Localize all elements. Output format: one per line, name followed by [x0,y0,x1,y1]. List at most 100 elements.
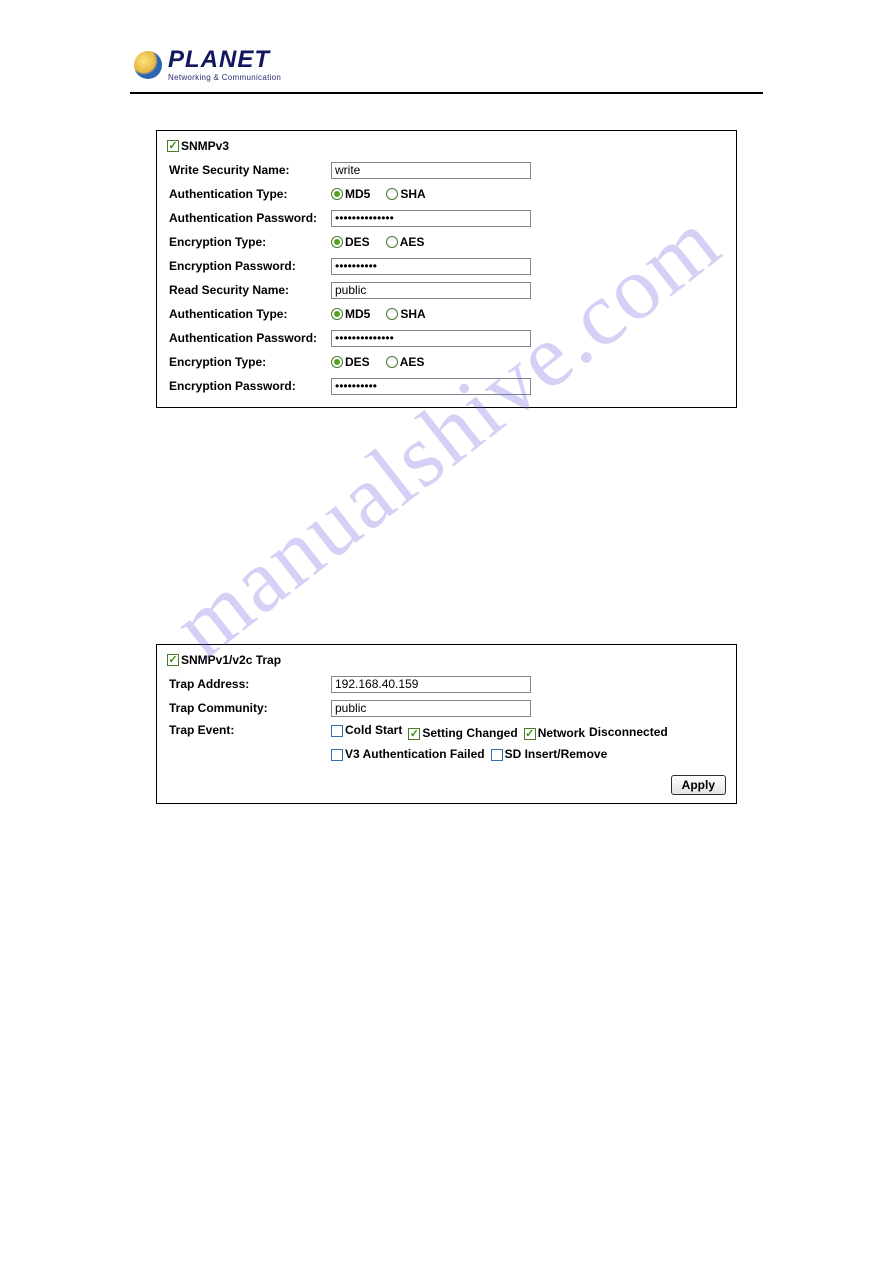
planet-logo-icon [134,51,162,79]
snmpv3-row: Encryption Type: DES AES [167,231,726,253]
trap-event-item[interactable]: Setting Changed [408,724,517,743]
field-control [331,378,726,395]
radio-option[interactable]: SHA [386,187,425,201]
radio-icon [331,188,343,200]
radio-label: SHA [400,307,425,321]
field-control [331,162,726,179]
trap-address-row: Trap Address: [167,673,726,695]
password-input[interactable] [331,210,531,227]
field-label: Authentication Password: [167,331,331,345]
snmpv3-header: SNMPv3 [167,139,726,153]
radio-icon [331,308,343,320]
field-label: Read Security Name: [167,283,331,297]
radio-label: AES [400,355,425,369]
checkbox-icon [491,749,503,761]
snmpv3-row: Authentication Type: MD5 SHA [167,303,726,325]
radio-icon [386,188,398,200]
trap-event-item[interactable]: Cold Start [331,721,402,740]
field-control [331,330,726,347]
radio-icon [386,356,398,368]
checkbox-label: Cold Start [345,721,402,740]
brand-tagline: Networking & Communication [168,74,281,82]
checkbox-icon [524,728,536,740]
checkbox-label: SD Insert/Remove [505,745,608,764]
radio-option[interactable]: DES [331,355,370,369]
field-label: Encryption Password: [167,259,331,273]
field-control: MD5 SHA [331,187,726,201]
checkbox-label: V3 Authentication Failed [345,745,485,764]
trap-address-input[interactable] [331,676,531,693]
text-input[interactable] [331,162,531,179]
field-control: DES AES [331,355,726,369]
checkbox-icon [331,725,343,737]
radio-label: DES [345,355,370,369]
radio-icon [386,308,398,320]
snmpv3-row: Encryption Password: [167,375,726,397]
trap-community-input[interactable] [331,700,531,717]
password-input[interactable] [331,258,531,275]
trap-community-row: Trap Community: [167,697,726,719]
snmpv3-row: Authentication Password: [167,207,726,229]
radio-label: DES [345,235,370,249]
apply-button[interactable]: Apply [671,775,726,795]
snmpv3-title: SNMPv3 [181,139,229,153]
field-label: Encryption Type: [167,235,331,249]
trap-panel: SNMPv1/v2c Trap Trap Address: Trap Commu… [156,644,737,804]
field-control [331,210,726,227]
trap-event-item[interactable]: SD Insert/Remove [491,745,608,764]
field-label: Encryption Type: [167,355,331,369]
trap-community-label: Trap Community: [167,701,331,715]
radio-option[interactable]: MD5 [331,307,370,321]
snmpv3-row: Encryption Type: DES AES [167,351,726,373]
radio-label: MD5 [345,187,370,201]
radio-option[interactable]: AES [386,355,425,369]
radio-option[interactable]: SHA [386,307,425,321]
checkbox-icon [408,728,420,740]
trap-events-line: Cold Start Setting Changed Network [331,721,591,743]
wrapped-label: Disconnected [589,723,668,742]
trap-header: SNMPv1/v2c Trap [167,653,726,667]
field-control [331,258,726,275]
trap-event-row: Trap Event: Cold Start Setting Changed Net… [167,721,726,767]
radio-label: SHA [400,187,425,201]
snmpv3-checkbox[interactable] [167,140,179,152]
radio-option[interactable]: AES [386,235,425,249]
field-label: Authentication Password: [167,211,331,225]
trap-event-item[interactable]: V3 Authentication Failed [331,745,485,764]
checkbox-label: Setting Changed [422,724,517,743]
field-control: DES AES [331,235,726,249]
radio-icon [331,356,343,368]
radio-label: AES [400,235,425,249]
field-label: Encryption Password: [167,379,331,393]
trap-events-group: Cold Start Setting Changed NetworkDisconne… [331,721,726,767]
snmpv3-form-rows: Write Security Name: Authentication Type:… [167,159,726,397]
radio-option[interactable]: MD5 [331,187,370,201]
radio-option[interactable]: DES [331,235,370,249]
field-control [331,282,726,299]
checkbox-icon [331,749,343,761]
radio-icon [386,236,398,248]
radio-label: MD5 [345,307,370,321]
trap-address-label: Trap Address: [167,677,331,691]
field-control: MD5 SHA [331,307,726,321]
snmpv3-row: Encryption Password: [167,255,726,277]
radio-icon [331,236,343,248]
document-page: PLANET Networking & Communication manual… [0,0,893,864]
trap-checkbox[interactable] [167,654,179,666]
brand-name: PLANET [168,48,281,72]
snmpv3-row: Authentication Type: MD5 SHA [167,183,726,205]
snmpv3-row: Write Security Name: [167,159,726,181]
apply-row: Apply [167,769,726,795]
trap-event-label: Trap Event: [167,721,331,737]
password-input[interactable] [331,378,531,395]
snmpv3-row: Authentication Password: [167,327,726,349]
checkbox-label: Network [538,724,585,743]
field-label: Authentication Type: [167,187,331,201]
field-label: Write Security Name: [167,163,331,177]
header-divider [130,92,763,94]
password-input[interactable] [331,330,531,347]
trap-event-item[interactable]: Network [524,724,585,743]
snmpv3-row: Read Security Name: [167,279,726,301]
text-input[interactable] [331,282,531,299]
field-label: Authentication Type: [167,307,331,321]
